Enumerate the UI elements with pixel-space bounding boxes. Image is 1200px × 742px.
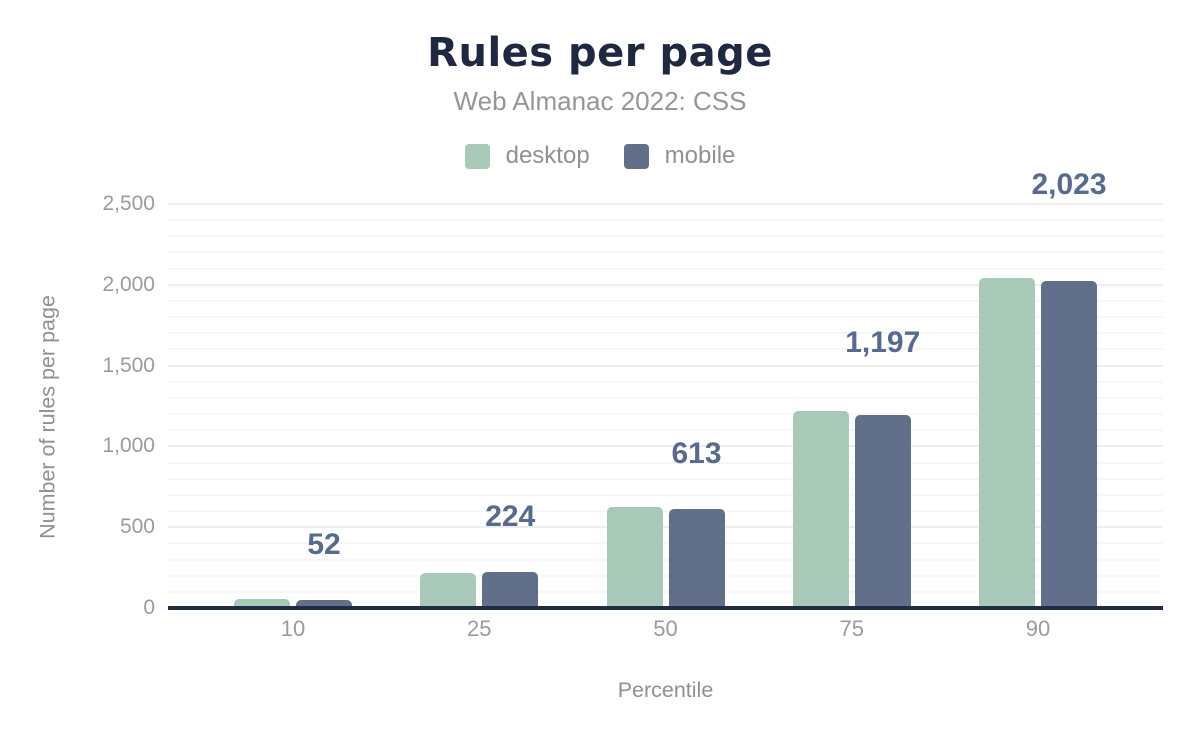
- bar-mobile-p10[interactable]: [296, 599, 352, 608]
- value-label-p10: 52: [307, 527, 341, 561]
- bar-desktop-p25[interactable]: [420, 572, 477, 608]
- x-axis-tick-labels: 10 25 50 75 90: [168, 616, 1163, 646]
- major-gridline-2500: [168, 203, 1163, 205]
- y-tick-2500: 2,500: [102, 192, 155, 215]
- major-gridline-500: [168, 526, 1163, 529]
- value-label-p50: 613: [671, 436, 722, 470]
- y-tick-500: 500: [119, 515, 155, 539]
- minor-gridline-700: [168, 493, 1163, 496]
- bar-desktop-p90[interactable]: [979, 277, 1035, 608]
- value-label-p90: 2,023: [1031, 167, 1107, 201]
- minor-gridline-1700: [168, 332, 1163, 335]
- y-tick-1000: 1,000: [102, 434, 155, 458]
- x-tick-75: 75: [839, 616, 864, 641]
- bar-mobile-p75[interactable]: [854, 414, 911, 608]
- y-tick-2000: 2,000: [102, 272, 155, 296]
- x-tick-10: 10: [280, 616, 306, 641]
- minor-gridline-1900: [168, 299, 1163, 302]
- bar-mobile-p50[interactable]: [668, 508, 725, 608]
- minor-gridline-2100: [168, 267, 1163, 270]
- y-tick-1500: 1,500: [102, 353, 155, 377]
- major-gridline-1000: [168, 445, 1163, 448]
- x-axis-title: Percentile: [617, 678, 714, 702]
- mobile-swatch-icon: [623, 143, 649, 169]
- legend: desktop mobile: [0, 142, 1200, 170]
- chart-subtitle: Web Almanac 2022: CSS: [453, 86, 747, 116]
- minor-gridline-2200: [168, 251, 1163, 254]
- x-tick-25: 25: [467, 616, 492, 641]
- minor-gridline-2400: [168, 219, 1163, 222]
- minor-gridline-1200: [168, 413, 1163, 416]
- bar-desktop-p10[interactable]: [234, 599, 290, 608]
- x-axis-line: [168, 606, 1163, 610]
- minor-gridline-600: [168, 510, 1163, 513]
- legend-item-desktop[interactable]: desktop: [464, 142, 590, 170]
- minor-gridline-100: [168, 590, 1163, 593]
- x-tick-90: 90: [1025, 616, 1051, 641]
- minor-gridline-900: [168, 461, 1163, 464]
- legend-label-mobile: mobile: [664, 142, 736, 169]
- minor-gridline-1300: [168, 396, 1163, 399]
- minor-gridline-400: [168, 542, 1163, 545]
- bar-mobile-p90[interactable]: [1041, 281, 1097, 608]
- bar-desktop-p75[interactable]: [792, 411, 849, 608]
- minor-gridline-300: [168, 558, 1163, 561]
- y-axis-tick-labels: 0 500 1,000 1,500 2,000 2,500: [0, 193, 155, 619]
- minor-gridline-1400: [168, 380, 1163, 383]
- minor-gridline-800: [168, 477, 1163, 480]
- bar-desktop-p50[interactable]: [606, 507, 663, 608]
- major-gridline-2000: [168, 283, 1163, 286]
- minor-gridline-1600: [168, 348, 1163, 351]
- major-gridline-1500: [168, 364, 1163, 367]
- minor-gridline-2300: [168, 235, 1163, 238]
- minor-gridline-1800: [168, 316, 1163, 319]
- desktop-swatch-icon: [464, 143, 490, 169]
- legend-label-desktop: desktop: [505, 142, 590, 169]
- minor-gridline-200: [168, 574, 1163, 577]
- minor-gridline-1100: [168, 429, 1163, 432]
- bar-mobile-p25[interactable]: [482, 571, 539, 608]
- chart-title: Rules per page: [427, 30, 773, 76]
- y-tick-0: 0: [143, 596, 155, 619]
- legend-item-mobile[interactable]: mobile: [623, 142, 736, 170]
- value-label-p25: 224: [485, 499, 536, 533]
- plot-area: 52 224 613 1,197 2,023: [168, 168, 1163, 610]
- value-label-p75: 1,197: [845, 325, 921, 359]
- x-tick-50: 50: [653, 616, 678, 641]
